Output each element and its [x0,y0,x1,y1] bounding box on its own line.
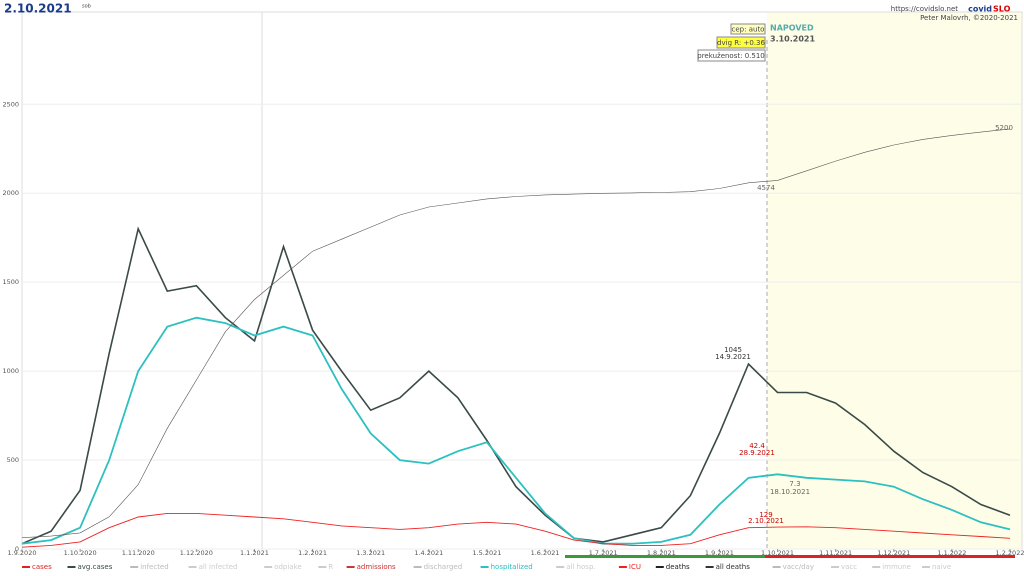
legend-label: R [328,563,333,571]
forecast-date: 3.10.2021 [770,35,815,44]
legend-label: all infected [199,563,238,571]
annotation: 7.3 [789,480,800,488]
legend-label: avg.cases [78,563,113,571]
y-tick-label: 2000 [2,189,19,197]
info-text: cep: auto [732,26,765,34]
x-tick-label: 1.4.2021 [414,549,443,557]
series-line [21,316,1011,545]
x-tick-label: 1.9.2021 [705,549,734,557]
x-tick-label: 1.10.2020 [64,549,97,557]
x-tick-label: 1.2.2022 [996,549,1024,557]
x-tick-label: 1.12.2020 [180,549,213,557]
info-text: dvig R: +0.36 [717,39,765,47]
series-line [21,512,1011,548]
annotation: 1045 [724,346,742,354]
annotation: 42.4 [749,442,765,450]
date-title: 2.10.2021 [4,2,72,16]
legend-label: odpiake [274,563,302,571]
brand: covid [968,5,992,14]
url: https://covidslo.net [891,5,958,13]
legend-label: admissions [357,563,396,571]
annotation: 18.10.2021 [770,488,810,496]
y-tick-label: 1500 [2,278,19,286]
brand-suffix: SLO [993,5,1011,14]
x-tick-label: 1.11.2020 [122,549,155,557]
y-tick-label: 2500 [2,100,19,108]
annotation: 28.9.2021 [739,449,775,457]
legend-label: naive [932,563,951,571]
x-tick-label: 1.5.2021 [472,549,501,557]
y-tick-label: 1000 [2,367,19,375]
x-tick-label: 1.12.2021 [877,549,910,557]
series-line [21,226,1011,545]
legend-label: vacc/day [783,563,814,571]
info-text: prekuženost: 0.510 [697,52,764,60]
series-line [21,128,1011,538]
annotation: 5200 [995,124,1013,132]
legend-label: vacc [841,563,857,571]
annotation: 2.10.2021 [748,517,784,525]
x-tick-label: 1.7.2021 [589,549,618,557]
author: Peter Malovrh, ©2020-2021 [920,14,1018,22]
legend-label: hospitalized [491,563,533,571]
info-box [697,49,766,62]
legend-label: all deaths [716,563,751,571]
legend-label: all hosp. [566,563,595,571]
weekday: sob [82,4,91,10]
forecast-area [767,12,1022,549]
legend-label: deaths [666,563,690,571]
info-box [730,23,766,35]
y-tick-label: 500 [7,456,19,464]
x-tick-label: 1.1.2022 [937,549,966,557]
forecast-label: NAPOVED [770,24,814,33]
annotation: 4574 [757,184,775,192]
x-tick-label: 1.8.2021 [647,549,676,557]
legend-label: discharged [424,563,463,571]
x-tick-label: 1.11.2021 [819,549,852,557]
x-tick-label: 1.1.2021 [240,549,269,557]
x-tick-label: 1.9.2020 [8,549,37,557]
info-box [716,36,766,49]
timeline-strip [565,555,765,558]
y-tick-label: 0 [15,545,19,553]
annotation: 129 [759,511,772,519]
x-tick-label: 1.10.2021 [761,549,794,557]
timeline-strip [765,555,1015,558]
legend-label: infected [140,563,169,571]
legend-label: cases [32,563,52,571]
annotation: 14.9.2021 [715,353,751,361]
x-tick-label: 1.6.2021 [531,549,560,557]
legend-label: ICU [629,563,641,571]
x-tick-label: 1.3.2021 [356,549,385,557]
x-tick-label: 1.2.2021 [298,549,327,557]
legend-label: immune [882,563,911,571]
